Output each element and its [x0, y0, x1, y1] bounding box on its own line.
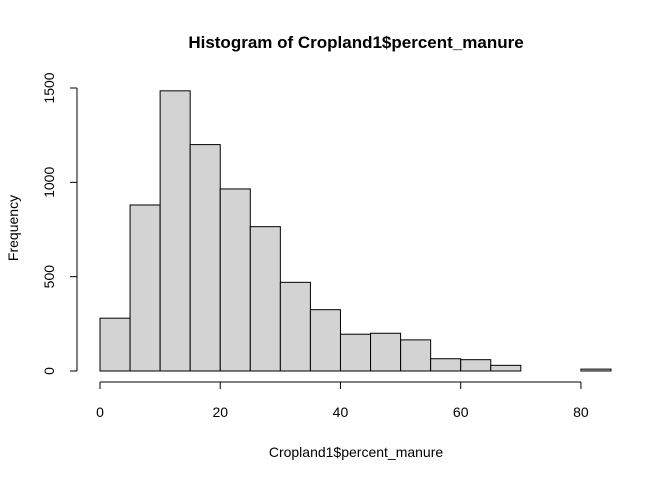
- x-axis-label: Cropland1$percent_manure: [269, 444, 444, 460]
- histogram-bar: [580, 368, 612, 372]
- x-tick-label: 40: [333, 404, 349, 420]
- y-tick-label: 1000: [41, 167, 57, 198]
- histogram-bar: [430, 358, 462, 372]
- histogram-bar: [460, 359, 492, 372]
- x-tick-label: 0: [96, 404, 104, 420]
- x-tick-label: 80: [573, 404, 589, 420]
- histogram-bar: [279, 281, 311, 372]
- histogram-bar: [159, 90, 191, 372]
- y-axis-label: Frequency: [5, 195, 21, 261]
- x-axis: 0 20 40 60 80: [96, 381, 589, 420]
- chart-title: Histogram of Cropland1$percent_manure: [188, 33, 523, 52]
- histogram-bar: [309, 309, 341, 372]
- histogram-bar: [189, 144, 221, 372]
- y-axis: 0 500 1000 1500: [41, 72, 78, 375]
- histogram-bar: [490, 364, 522, 372]
- x-tick-label: 60: [453, 404, 469, 420]
- histogram-bar: [249, 226, 281, 372]
- y-tick-label: 0: [41, 367, 57, 375]
- histogram-bar: [339, 333, 372, 372]
- histogram-bar: [99, 317, 131, 372]
- histogram-bar: [370, 332, 402, 372]
- histogram-bar: [400, 339, 432, 372]
- y-tick-label: 1500: [41, 72, 57, 103]
- bars-group: [99, 90, 612, 372]
- histogram-bar: [129, 204, 161, 372]
- histogram-bar: [219, 188, 251, 372]
- x-tick-label: 20: [212, 404, 228, 420]
- y-tick-label: 500: [41, 265, 57, 289]
